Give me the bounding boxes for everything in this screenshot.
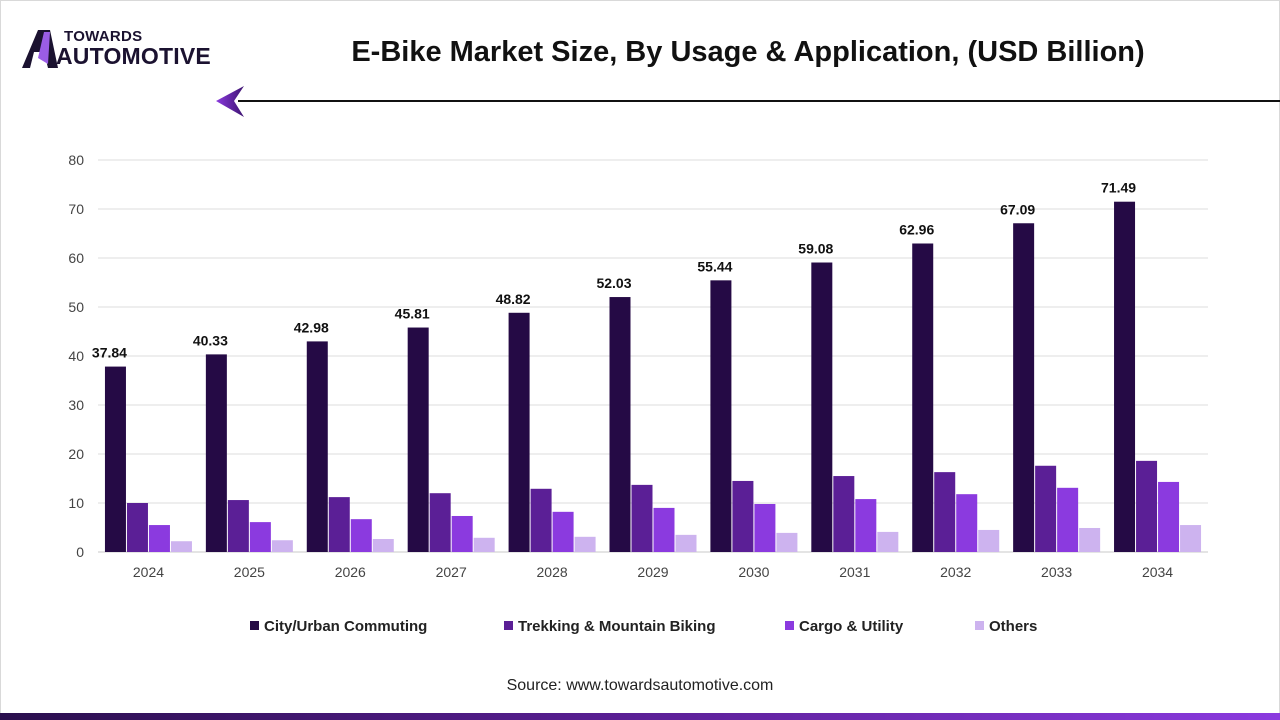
legend: City/Urban Commuting Trekking & Mountain … — [250, 618, 1037, 635]
x-axis-ticks: 2024 2025 2026 2027 2028 2029 2030 2031 2032 2033… — [133, 564, 1173, 580]
logo-text-top: TOWARDS — [64, 28, 143, 45]
y-tick-label: 70 — [68, 201, 84, 217]
bar-2029-0 — [609, 297, 631, 552]
bar-2031-3 — [877, 531, 899, 552]
bar-2030-1 — [732, 480, 754, 552]
y-tick-label: 50 — [68, 299, 84, 315]
bar-2024-0 — [104, 366, 126, 552]
data-label: 71.49 — [1101, 180, 1136, 196]
bar-2027-2 — [451, 515, 473, 552]
bar-2034-1 — [1136, 460, 1158, 552]
bar-2025-2 — [249, 522, 271, 552]
bar-2034-2 — [1158, 481, 1180, 552]
bottom-accent-bar — [0, 713, 1280, 720]
x-tick-label: 2025 — [234, 564, 265, 580]
bar-2026-3 — [372, 539, 394, 552]
bar-2031-0 — [811, 262, 833, 552]
x-tick-label: 2034 — [1142, 564, 1173, 580]
bar-2030-3 — [776, 532, 798, 552]
bar-2029-1 — [631, 484, 653, 552]
y-axis-ticks: 0 10 20 30 40 50 60 70 80 — [68, 152, 84, 560]
bar-2031-1 — [833, 476, 855, 552]
arrow-left-icon — [216, 86, 244, 117]
bars — [104, 201, 1202, 552]
bar-2030-0 — [710, 280, 732, 552]
x-tick-label: 2032 — [940, 564, 971, 580]
y-tick-label: 80 — [68, 152, 84, 168]
bar-2026-2 — [350, 519, 372, 552]
x-tick-label: 2031 — [839, 564, 870, 580]
legend-label: Others — [989, 618, 1037, 635]
y-tick-label: 10 — [68, 495, 84, 511]
x-tick-label: 2030 — [738, 564, 769, 580]
x-tick-label: 2027 — [436, 564, 467, 580]
data-label: 45.81 — [395, 306, 430, 322]
x-tick-label: 2026 — [335, 564, 366, 580]
x-tick-label: 2028 — [537, 564, 568, 580]
bar-2026-1 — [328, 497, 350, 552]
bar-2033-1 — [1035, 465, 1057, 552]
chart-title: E-Bike Market Size, By Usage & Applicati… — [351, 36, 1145, 68]
legend-swatch — [250, 621, 259, 630]
data-label: 42.98 — [294, 319, 329, 335]
bar-2027-3 — [473, 537, 495, 552]
bar-2025-0 — [205, 354, 227, 552]
bar-2033-0 — [1013, 223, 1035, 552]
bar-2030-2 — [754, 503, 776, 552]
bar-2027-1 — [429, 493, 451, 552]
data-label: 67.09 — [1000, 201, 1035, 217]
data-label: 37.84 — [92, 345, 127, 361]
data-labels: 37.84 40.33 42.98 45.81 48.82 52.03 55.44 59.08… — [92, 180, 1136, 361]
legend-swatch — [785, 621, 794, 630]
data-label: 55.44 — [697, 258, 732, 274]
data-label: 62.96 — [899, 221, 934, 237]
bar-2029-3 — [675, 534, 697, 552]
bar-2028-2 — [552, 511, 574, 552]
y-tick-label: 60 — [68, 250, 84, 266]
y-tick-label: 20 — [68, 446, 84, 462]
bar-2032-3 — [978, 529, 1000, 552]
bar-2028-3 — [574, 536, 596, 552]
bar-2031-2 — [855, 499, 877, 552]
bar-2028-1 — [530, 488, 552, 552]
bar-2029-2 — [653, 507, 675, 552]
source-note: Source: www.towardsautomotive.com — [506, 677, 774, 694]
bar-2028-0 — [508, 312, 530, 552]
bar-2025-1 — [227, 500, 249, 552]
bar-2032-0 — [912, 243, 934, 552]
x-tick-label: 2033 — [1041, 564, 1072, 580]
data-label: 40.33 — [193, 332, 228, 348]
bar-2034-3 — [1180, 525, 1202, 552]
data-label: 59.08 — [798, 241, 833, 257]
bar-2032-2 — [956, 494, 978, 552]
y-tick-label: 30 — [68, 397, 84, 413]
logo-text-bottom: AUTOMOTIVE — [56, 43, 211, 69]
bar-2033-2 — [1057, 487, 1079, 552]
bar-2027-0 — [407, 327, 429, 552]
x-tick-label: 2029 — [637, 564, 668, 580]
x-tick-label: 2024 — [133, 564, 164, 580]
bar-2024-1 — [126, 503, 148, 552]
legend-swatch — [504, 621, 513, 630]
bar-2033-3 — [1079, 527, 1101, 552]
legend-label: Cargo & Utility — [799, 618, 904, 635]
bar-2034-0 — [1114, 201, 1136, 552]
legend-label: Trekking & Mountain Biking — [518, 618, 716, 635]
legend-label: City/Urban Commuting — [264, 618, 427, 635]
logo-mark-icon — [22, 30, 58, 68]
y-tick-label: 0 — [76, 544, 84, 560]
data-label: 52.03 — [596, 275, 631, 291]
bar-2025-3 — [271, 540, 293, 552]
data-label: 48.82 — [496, 291, 531, 307]
bar-2032-1 — [934, 472, 956, 552]
bar-2024-3 — [170, 541, 192, 552]
bar-2024-2 — [148, 525, 170, 552]
y-tick-label: 40 — [68, 348, 84, 364]
logo: TOWARDS AUTOMOTIVE — [20, 28, 230, 72]
legend-swatch — [975, 621, 984, 630]
title-divider — [238, 100, 1280, 102]
bar-2026-0 — [306, 341, 328, 552]
